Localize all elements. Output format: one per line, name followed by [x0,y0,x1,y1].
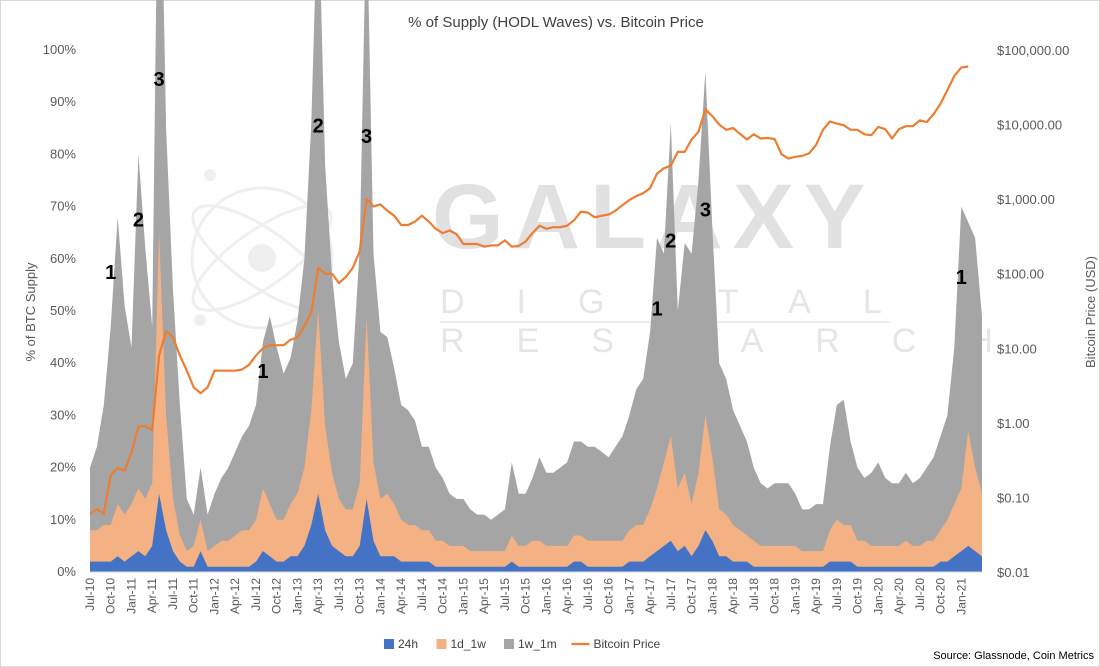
x-tick-label: Jul-18 [747,578,761,611]
y2-tick-label: $0.01 [997,565,1030,580]
x-tick-label: Apr-14 [394,578,408,614]
peak-annotation-9: 3 [700,199,711,221]
y2-tick-label: $1,000.00 [997,192,1055,207]
y2-tick-label: $0.10 [997,490,1030,505]
area-series-1d_1w [90,232,982,572]
peak-annotation-1: 1 [105,262,116,284]
x-tick-label: Jan-11 [125,578,139,614]
x-tick-label: Jan-12 [208,578,222,615]
y-tick-label: 20% [50,460,76,475]
x-tick-label: Jul-20 [913,578,927,611]
x-tick-label: Jan-15 [456,578,470,615]
x-tick-label: Oct-11 [187,578,201,613]
peak-annotations: 1 2 3 1 2 3 1 2 3 1 [105,69,967,383]
y-tick-label: 30% [50,407,76,422]
y-tick-label: 60% [50,251,76,266]
x-tick-label: Jan-14 [373,578,387,615]
x-tick-label: Jul-10 [83,578,97,611]
y-tick-label: 50% [50,303,76,318]
legend-label-24h: 24h [398,637,418,651]
x-tick-label: Oct-15 [519,578,533,614]
y-tick-label: 90% [50,94,76,109]
x-tick-label: Jan-13 [290,578,304,615]
x-tick-label: Apr-18 [726,578,740,614]
x-tick-label: Jul-13 [332,578,346,611]
x-tick-label: Oct-17 [685,578,699,614]
x-tick-label: Jul-11 [166,578,180,610]
x-tick-label: Jul-19 [830,578,844,611]
x-tick-label: Oct-19 [851,578,865,614]
x-tick-label: Oct-13 [353,578,367,614]
x-tick-label: Apr-12 [228,578,242,614]
legend-swatch-24h [384,639,394,649]
y-axis-label: % of BTC Supply [23,262,38,361]
x-tick-label: Oct-10 [104,578,118,614]
x-tick-label: Jul-15 [498,578,512,611]
peak-annotation-2: 2 [133,210,144,232]
x-tick-label: Jan-17 [622,578,636,615]
legend-swatch-1d_1w [436,639,447,649]
x-tick-label: Apr-16 [560,578,574,614]
x-tick-label: Oct-12 [270,578,284,614]
peak-annotation-10: 1 [956,267,967,289]
x-axis-ticks: Jul-10 Oct-10 Jan-11 Apr-11 Jul-11 Oct-11 Jan-… [83,578,968,615]
y-tick-label: 70% [50,199,76,214]
x-tick-label: Jul-14 [415,578,429,611]
x-tick-label: Jan-21 [954,578,968,615]
peak-annotation-8: 2 [665,231,676,253]
y2-tick-label: $10,000.00 [997,118,1062,133]
plot-area [89,0,982,572]
peak-annotation-6: 3 [361,126,372,148]
y-axis-ticks: 0% 10% 20% 30% 40% 50% 60% 70% 80% 90% 100% [43,42,77,579]
legend-label-price: Bitcoin Price [594,637,661,651]
x-tick-label: Jul-12 [249,578,263,611]
y2-tick-label: $10.00 [997,341,1037,356]
y2-tick-label: $100,000.00 [997,43,1069,58]
chart-title: % of Supply (HODL Waves) vs. Bitcoin Pri… [408,14,704,31]
watermark-line1: GALAXY [432,166,875,268]
x-tick-label: Jul-17 [664,578,678,611]
x-tick-label: Apr-17 [643,578,657,614]
legend-label-1d_1w: 1d_1w [451,637,487,651]
x-tick-label: Oct-18 [768,578,782,614]
x-tick-label: Oct-16 [602,578,616,614]
y2-tick-label: $100.00 [997,267,1044,282]
y2-axis-ticks: $0.01 $0.10 $1.00 $10.00 $100.00 $1,000.00 $10… [997,43,1069,580]
y-tick-label: 40% [50,355,76,370]
x-tick-label: Apr-11 [145,578,159,613]
legend-swatch-1w_1m [504,639,514,649]
x-tick-label: Jan-20 [871,578,885,615]
y-tick-label: 10% [50,512,76,527]
peak-annotation-4: 1 [257,361,268,383]
peak-annotation-3: 3 [154,69,165,91]
price-line [89,65,969,516]
y2-tick-label: $1.00 [997,416,1030,431]
y-tick-label: 0% [57,564,76,579]
peak-annotation-7: 1 [651,298,662,320]
x-tick-label: Jan-16 [539,578,553,615]
x-tick-label: Apr-20 [892,578,906,614]
y-tick-label: 80% [50,146,76,161]
x-tick-label: Oct-14 [436,578,450,614]
x-tick-label: Jan-19 [788,578,802,615]
y-tick-label: 100% [43,42,77,57]
x-tick-label: Apr-19 [809,578,823,614]
legend: 24h 1d_1w 1w_1m Bitcoin Price [384,637,661,651]
x-tick-label: Jul-16 [581,578,595,611]
legend-label-1w_1m: 1w_1m [518,637,557,651]
peak-annotation-5: 2 [313,116,324,138]
area-series-24h [90,493,982,572]
x-tick-label: Oct-20 [934,578,948,614]
y2-axis-label: Bitcoin Price (USD) [1083,256,1098,368]
x-tick-label: Apr-13 [311,578,325,614]
x-tick-label: Apr-15 [477,578,491,614]
source-note: Source: Glassnode, Coin Metrics [933,650,1094,662]
x-tick-label: Jan-18 [705,578,719,615]
